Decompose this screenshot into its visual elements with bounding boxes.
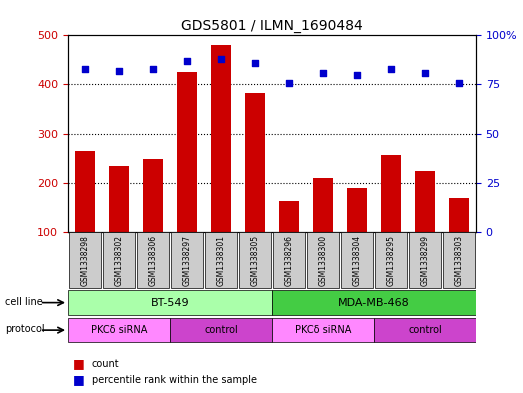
Text: GSM1338302: GSM1338302 xyxy=(115,235,123,286)
Text: PKCδ siRNA: PKCδ siRNA xyxy=(295,325,351,335)
Text: ■: ■ xyxy=(73,373,85,387)
Point xyxy=(386,66,395,72)
Text: GSM1338303: GSM1338303 xyxy=(454,235,463,286)
Text: GSM1338306: GSM1338306 xyxy=(149,235,157,286)
Text: ■: ■ xyxy=(73,357,85,370)
Text: MDA-MB-468: MDA-MB-468 xyxy=(338,298,410,308)
Bar xyxy=(415,171,435,281)
Bar xyxy=(75,151,95,281)
Point xyxy=(115,68,123,74)
Point xyxy=(319,70,327,76)
Title: GDS5801 / ILMN_1690484: GDS5801 / ILMN_1690484 xyxy=(181,19,363,33)
Text: GSM1338295: GSM1338295 xyxy=(386,235,395,286)
FancyBboxPatch shape xyxy=(376,232,406,288)
Text: GSM1338301: GSM1338301 xyxy=(217,235,225,286)
FancyBboxPatch shape xyxy=(172,232,202,288)
FancyBboxPatch shape xyxy=(342,232,372,288)
FancyBboxPatch shape xyxy=(138,232,168,288)
Bar xyxy=(211,45,231,281)
Point xyxy=(285,79,293,86)
Text: control: control xyxy=(204,325,238,335)
FancyBboxPatch shape xyxy=(104,232,134,288)
Text: GSM1338304: GSM1338304 xyxy=(353,235,361,286)
FancyBboxPatch shape xyxy=(444,232,474,288)
Point xyxy=(454,79,463,86)
Text: GSM1338297: GSM1338297 xyxy=(183,235,191,286)
Text: GSM1338298: GSM1338298 xyxy=(81,235,89,286)
Point xyxy=(420,70,429,76)
Bar xyxy=(245,93,265,281)
Text: protocol: protocol xyxy=(5,324,45,334)
FancyBboxPatch shape xyxy=(410,232,440,288)
Text: control: control xyxy=(408,325,442,335)
Point xyxy=(251,60,259,66)
Text: cell line: cell line xyxy=(5,297,43,307)
Bar xyxy=(143,159,163,281)
FancyBboxPatch shape xyxy=(206,232,236,288)
Text: GSM1338305: GSM1338305 xyxy=(251,235,259,286)
Text: count: count xyxy=(92,358,119,369)
Bar xyxy=(449,198,469,281)
Text: percentile rank within the sample: percentile rank within the sample xyxy=(92,375,256,385)
FancyBboxPatch shape xyxy=(272,290,476,315)
Bar xyxy=(313,178,333,281)
FancyBboxPatch shape xyxy=(374,318,476,342)
FancyBboxPatch shape xyxy=(274,232,304,288)
FancyBboxPatch shape xyxy=(240,232,270,288)
Point xyxy=(217,56,225,62)
Point xyxy=(353,72,361,78)
FancyBboxPatch shape xyxy=(68,290,272,315)
Point xyxy=(81,66,89,72)
Text: PKCδ siRNA: PKCδ siRNA xyxy=(91,325,147,335)
Bar xyxy=(279,201,299,281)
Text: GSM1338296: GSM1338296 xyxy=(285,235,293,286)
Bar xyxy=(109,165,129,281)
FancyBboxPatch shape xyxy=(68,318,170,342)
Bar xyxy=(177,72,197,281)
Bar xyxy=(347,187,367,281)
FancyBboxPatch shape xyxy=(170,318,272,342)
Text: BT-549: BT-549 xyxy=(151,298,189,308)
FancyBboxPatch shape xyxy=(70,232,100,288)
Text: GSM1338299: GSM1338299 xyxy=(420,235,429,286)
FancyBboxPatch shape xyxy=(272,318,374,342)
Bar xyxy=(381,155,401,281)
FancyBboxPatch shape xyxy=(308,232,338,288)
Point xyxy=(149,66,157,72)
Point xyxy=(183,58,191,64)
Text: GSM1338300: GSM1338300 xyxy=(319,235,327,286)
